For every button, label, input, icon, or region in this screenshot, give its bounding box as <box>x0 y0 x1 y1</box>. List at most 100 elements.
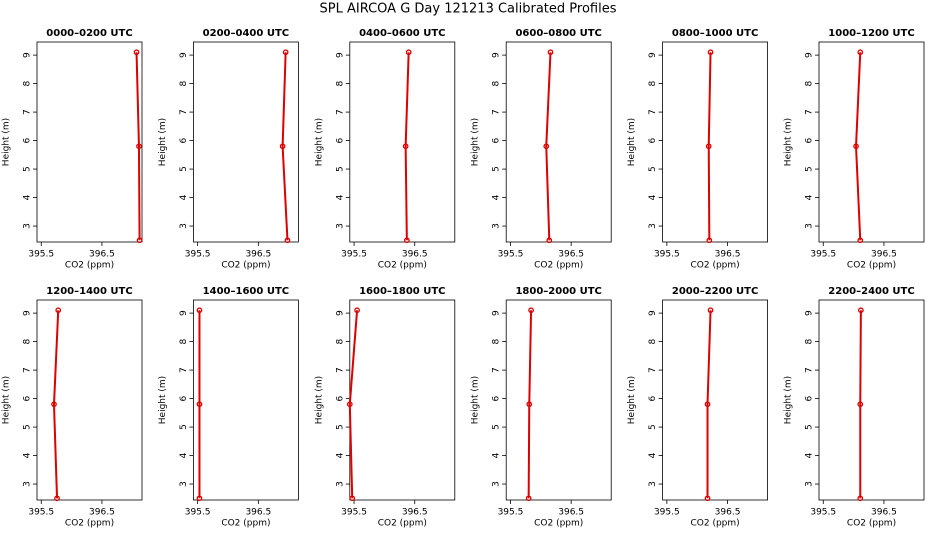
y-tick-label: 9 <box>23 52 33 58</box>
y-tick-label: 4 <box>805 452 815 458</box>
data-point <box>55 307 62 314</box>
x-tick-label: 396.5 <box>715 508 741 518</box>
plot-frame <box>349 41 456 243</box>
y-axis-label: Height (m) <box>471 376 481 424</box>
y-tick-label: 3 <box>335 223 345 229</box>
data-point <box>543 143 550 150</box>
y-tick-label: 6 <box>335 395 345 401</box>
y-tick-label: 9 <box>335 310 345 316</box>
panel-title: 0400–0600 UTC <box>359 28 445 39</box>
y-tick-label: 8 <box>492 338 502 344</box>
data-point <box>133 49 140 56</box>
x-tick-label: 395.5 <box>654 250 680 260</box>
x-axis-label: CO2 (ppm) <box>691 261 740 271</box>
y-tick-label: 8 <box>648 338 658 344</box>
y-axis-label: Height (m) <box>784 118 794 166</box>
x-axis-label: CO2 (ppm) <box>691 519 740 529</box>
x-tick-label: 395.5 <box>341 508 367 518</box>
y-tick-label: 3 <box>648 223 658 229</box>
y-axis-label: Height (m) <box>2 118 12 166</box>
x-tick-label: 395.5 <box>185 508 211 518</box>
data-point <box>279 143 286 150</box>
data-point <box>857 495 864 502</box>
y-tick-label: 3 <box>648 481 658 487</box>
plot-frame <box>36 299 143 501</box>
y-tick-label: 5 <box>23 166 33 172</box>
panel-title: 2000–2200 UTC <box>672 286 758 297</box>
data-point <box>705 143 712 150</box>
data-point <box>528 307 534 314</box>
panel-title: 1000–1200 UTC <box>828 28 914 39</box>
y-tick-label: 5 <box>179 166 189 172</box>
y-tick-label: 5 <box>805 424 815 430</box>
y-tick-label: 4 <box>23 194 33 200</box>
y-tick-label: 8 <box>179 80 189 86</box>
data-point <box>405 49 412 56</box>
data-point <box>404 237 410 244</box>
plot-frame <box>818 41 925 243</box>
x-axis-label: CO2 (ppm) <box>65 261 114 271</box>
plot-frame <box>192 299 299 501</box>
data-point <box>857 401 864 408</box>
data-point <box>546 237 553 244</box>
data-point <box>136 237 143 244</box>
y-tick-label: 4 <box>179 194 189 200</box>
y-tick-label: 9 <box>648 52 658 58</box>
y-axis-label: Height (m) <box>2 376 12 424</box>
y-tick-label: 8 <box>492 80 502 86</box>
y-tick-label: 8 <box>23 80 33 86</box>
y-tick-label: 7 <box>335 109 345 115</box>
panel-title: 1600–1800 UTC <box>359 286 445 297</box>
x-tick-label: 396.5 <box>558 250 584 260</box>
plot-frame <box>505 41 612 243</box>
panel-title: 0600–0800 UTC <box>515 28 601 39</box>
plot-frame <box>662 41 768 243</box>
x-tick-label: 396.5 <box>871 250 897 260</box>
y-tick-label: 4 <box>23 452 33 458</box>
y-tick-label: 8 <box>805 80 815 86</box>
panel-title: 0200–0400 UTC <box>203 28 289 39</box>
y-tick-label: 9 <box>179 52 189 58</box>
y-tick-label: 9 <box>805 52 815 58</box>
y-tick-label: 9 <box>492 52 502 58</box>
y-tick-label: 5 <box>648 424 658 430</box>
profile-line <box>281 52 289 241</box>
y-tick-label: 6 <box>805 395 815 401</box>
page-title: SPL AIRCOA G Day 121213 Calibrated Profi… <box>320 2 617 17</box>
y-axis-label: Height (m) <box>314 376 324 424</box>
x-axis-label: CO2 (ppm) <box>378 261 427 271</box>
y-tick-label: 3 <box>23 223 33 229</box>
y-tick-label: 7 <box>805 109 815 115</box>
y-tick-label: 6 <box>23 395 33 401</box>
y-tick-label: 3 <box>492 481 502 487</box>
x-tick-label: 396.5 <box>402 250 428 260</box>
y-tick-label: 8 <box>335 80 345 86</box>
y-tick-label: 9 <box>23 310 33 316</box>
y-tick-label: 4 <box>335 452 345 458</box>
x-tick-label: 395.5 <box>810 250 836 260</box>
x-axis-label: CO2 (ppm) <box>847 519 896 529</box>
data-point <box>857 237 864 244</box>
x-tick-label: 395.5 <box>28 250 54 260</box>
x-tick-label: 396.5 <box>402 508 428 518</box>
panel-title: 1200–1400 UTC <box>46 286 132 297</box>
data-point <box>196 495 203 502</box>
y-tick-label: 6 <box>23 137 33 143</box>
data-point <box>136 143 142 150</box>
y-tick-label: 4 <box>648 452 658 458</box>
y-axis-label: Height (m) <box>314 118 324 166</box>
profile-line <box>707 52 712 241</box>
x-tick-label: 396.5 <box>245 250 271 260</box>
y-tick-label: 9 <box>492 310 502 316</box>
y-tick-label: 5 <box>179 424 189 430</box>
y-tick-label: 4 <box>805 194 815 200</box>
plot-frame <box>662 299 768 501</box>
y-tick-label: 3 <box>179 223 189 229</box>
y-tick-label: 5 <box>805 166 815 172</box>
x-axis-label: CO2 (ppm) <box>534 261 583 271</box>
data-point <box>706 237 713 244</box>
y-tick-label: 5 <box>335 424 345 430</box>
y-tick-label: 3 <box>805 223 815 229</box>
y-tick-label: 7 <box>648 109 658 115</box>
